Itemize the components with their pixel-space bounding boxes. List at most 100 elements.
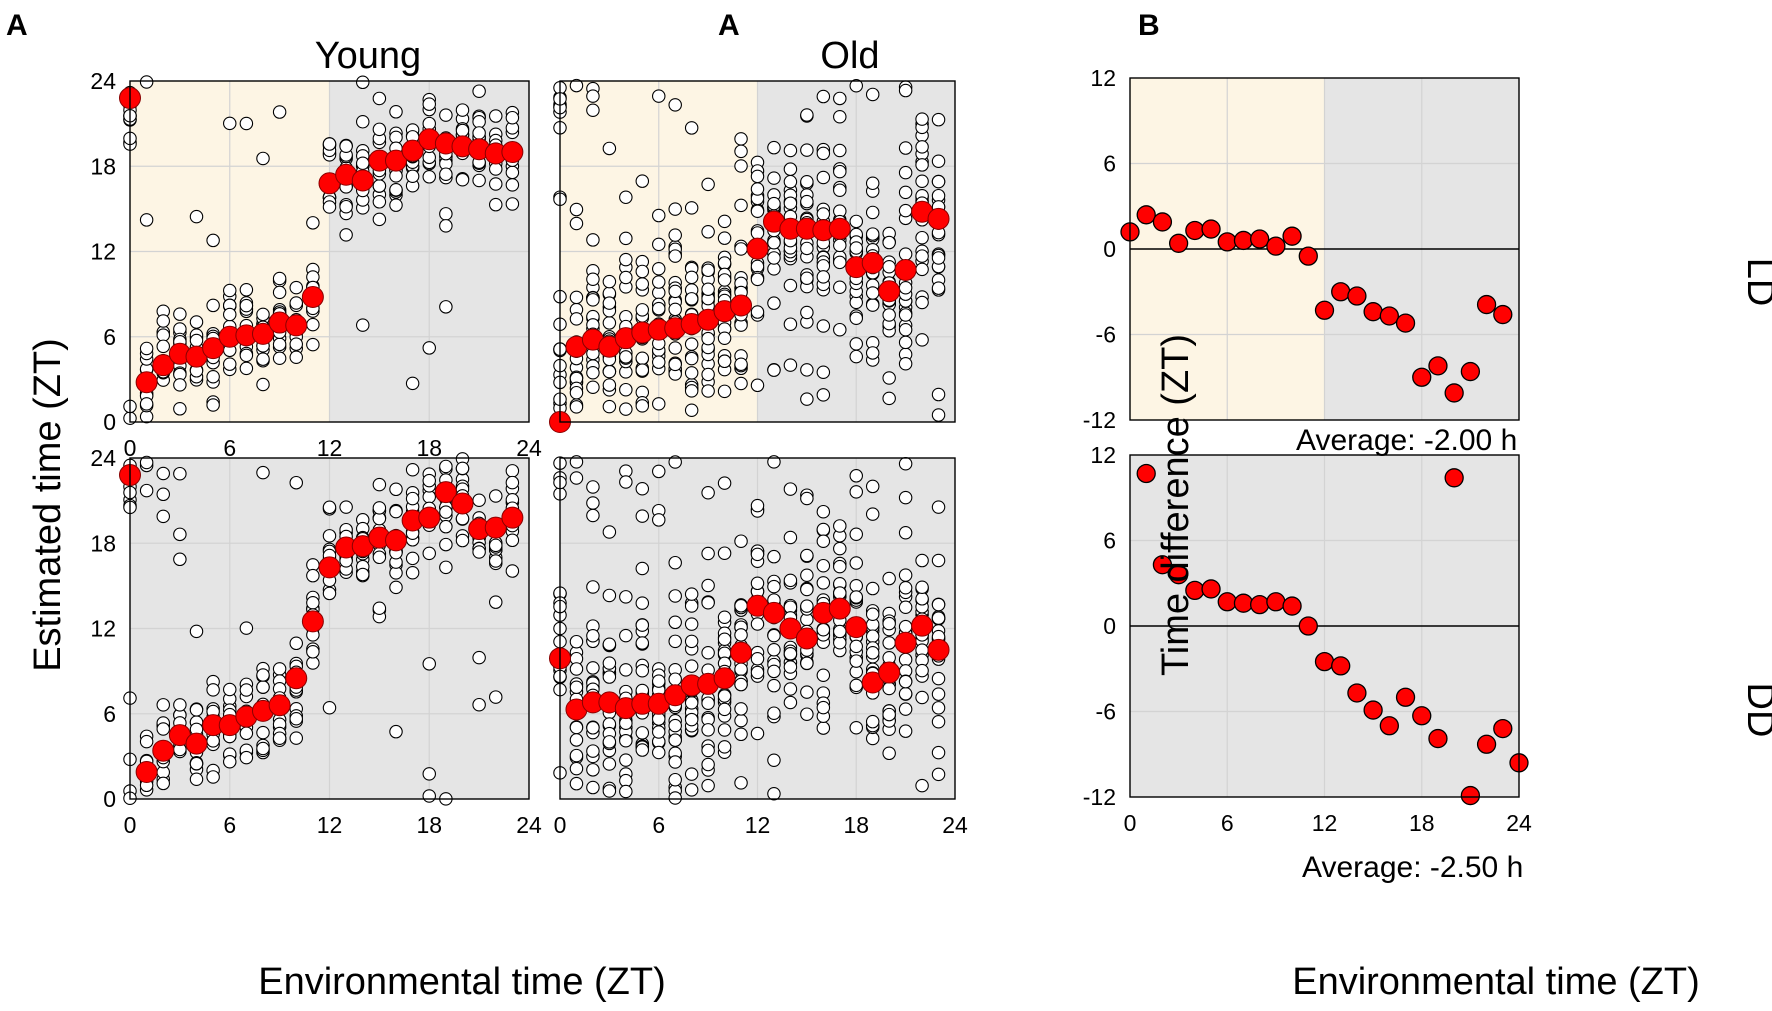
diff-dd-diff-point-21 (1460, 785, 1481, 806)
old-dd-individual-point (635, 726, 650, 740)
old-ld-individual-point (800, 271, 814, 285)
old-ld-individual-point (717, 231, 732, 245)
young-ld-individual-point (206, 233, 220, 248)
young-dd-individual-point (189, 624, 204, 639)
diff-dd-x-tick-label: 0 (1124, 810, 1137, 836)
old-dd-individual-point (783, 482, 798, 496)
old-dd-individual-point (750, 576, 765, 591)
old-ld-individual-point (849, 311, 863, 326)
young-ld-individual-point (239, 116, 254, 131)
old-dd-individual-point (931, 553, 946, 568)
old-ld-individual-point (783, 278, 798, 293)
zero-line-layer (1130, 248, 1519, 627)
young-dd-individual-point (289, 636, 303, 651)
old-ld-individual-point (701, 282, 715, 297)
old-ld-individual-point (750, 272, 765, 287)
diff-ld-diff-point-21 (1460, 361, 1481, 382)
old-ld-individual-point (800, 241, 814, 256)
young-ld-individual-point (389, 198, 403, 212)
old-dd-individual-point (898, 457, 913, 471)
old-dd-individual-point (849, 578, 863, 593)
old-dd-individual-point (865, 714, 880, 729)
old-ld-individual-point (849, 349, 863, 364)
old-ld-individual-point (800, 143, 814, 157)
old-dd-individual-point (833, 586, 847, 600)
young-dd-mean-point-20 (451, 492, 474, 515)
young-dd-individual-point (472, 545, 486, 559)
old-dd-individual-point (865, 479, 880, 494)
old-dd-individual-point (816, 623, 831, 637)
old-ld-individual-point (931, 387, 946, 402)
old-dd-individual-point (635, 596, 650, 610)
young-ld-individual-point (339, 199, 353, 214)
young-dd-individual-point (389, 504, 403, 519)
old-ld-individual-point (586, 293, 600, 307)
old-dd-individual-point (783, 646, 798, 661)
old-ld-individual-point (931, 188, 946, 203)
old-dd-individual-point (602, 757, 617, 771)
old-ld-individual-point (734, 132, 748, 146)
young-dd-individual-point (405, 551, 420, 566)
old-dd-individual-point (833, 541, 847, 556)
young-dd-mean-point-9 (268, 694, 291, 717)
old-ld-individual-point (898, 165, 913, 180)
young-dd-individual-point (256, 741, 270, 756)
young-dd-individual-point (439, 505, 453, 519)
old-dd-mean-point-23 (927, 638, 950, 661)
old-ld-individual-point (865, 227, 880, 241)
old-ld-mean-point-20 (878, 280, 901, 303)
old-dd-individual-point (734, 727, 748, 742)
old-dd-individual-point (849, 485, 863, 499)
old-dd-individual-point (931, 687, 946, 701)
old-ld-individual-point (898, 203, 913, 218)
old-ld-individual-point (684, 366, 699, 380)
young-dd-individual-point (223, 682, 237, 697)
diff-dd-diff-point-9 (1266, 592, 1286, 612)
diff-dd-x-tick-label: 12 (1312, 810, 1338, 836)
old-ld-individual-point (800, 363, 814, 377)
old-ld-individual-point (635, 174, 650, 188)
young-ld-individual-point (223, 307, 237, 322)
young-ld-individual-point (355, 156, 370, 171)
old-dd-individual-point (668, 733, 682, 747)
old-ld-individual-point (767, 171, 781, 185)
old-ld-individual-point (684, 121, 699, 135)
old-ld-individual-point (684, 337, 699, 351)
young-ld-individual-point (372, 122, 387, 137)
young-dd-individual-point (289, 712, 303, 726)
young-dd-individual-point (156, 776, 171, 791)
old-dd-individual-point (684, 783, 699, 797)
old-dd-individual-point (800, 707, 814, 721)
diff-dd-x-tick-label: 18 (1409, 810, 1435, 836)
diff-dd-diff-point-13 (1331, 656, 1351, 676)
old-dd-individual-point (586, 580, 600, 594)
old-dd-individual-point (734, 702, 748, 716)
old-dd-individual-point (898, 686, 913, 701)
young-dd-individual-point (173, 527, 187, 542)
young-ld-individual-point (422, 97, 436, 111)
young-dd-individual-point (405, 566, 420, 580)
diff-ld-diff-point-17 (1395, 313, 1416, 333)
diff-ld-diff-point-3 (1168, 233, 1189, 253)
old-dd-individual-point (783, 573, 798, 588)
old-dd-individual-point (734, 628, 748, 642)
young-ld-mean-point-16 (385, 149, 407, 172)
old-dd-individual-point (800, 685, 814, 699)
old-ld-individual-point (602, 399, 617, 414)
old-ld-individual-point (602, 141, 617, 156)
old-dd-individual-point (931, 701, 946, 715)
old-dd-mean-point-18 (845, 616, 868, 639)
old-dd-individual-point (586, 628, 600, 643)
old-dd-individual-point (767, 455, 781, 469)
young-ld-mean-point-17 (401, 139, 424, 162)
old-dd-individual-point (668, 634, 682, 649)
young-dd-individual-point (355, 567, 370, 582)
young-dd-mean-point-16 (385, 529, 407, 552)
old-dd-individual-point (701, 485, 715, 500)
young-ld-individual-point (405, 169, 420, 183)
young-ld-individual-point (488, 197, 503, 212)
old-ld-individual-point (619, 190, 633, 205)
young-dd-individual-point (505, 533, 520, 548)
old-dd-individual-point (635, 509, 650, 523)
young-ld-individual-point (256, 151, 270, 166)
